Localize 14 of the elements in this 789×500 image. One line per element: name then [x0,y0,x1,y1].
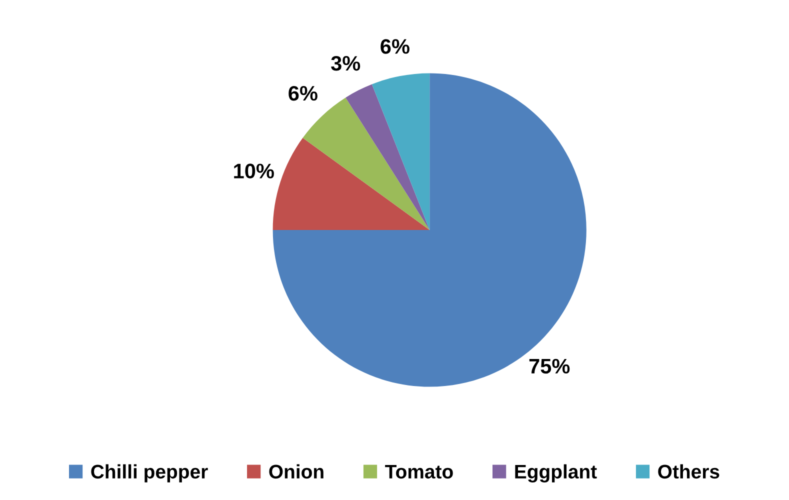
pie-slice [372,73,430,230]
pie-slice [272,138,430,230]
legend-label: Chilli pepper [91,464,208,482]
data-label: 10% [234,164,274,178]
legend-label: Tomato [385,465,453,479]
data-label: 6% [288,86,318,101]
data-label: 75% [529,358,570,374]
data-label: 3% [331,56,360,71]
data-label: 6% [380,39,410,54]
legend-label: Others [658,464,720,479]
pie-slice [346,84,430,230]
legend-label: Onion [269,464,324,479]
legend-label: Eggplant [515,464,597,482]
pie-slice [272,73,586,387]
